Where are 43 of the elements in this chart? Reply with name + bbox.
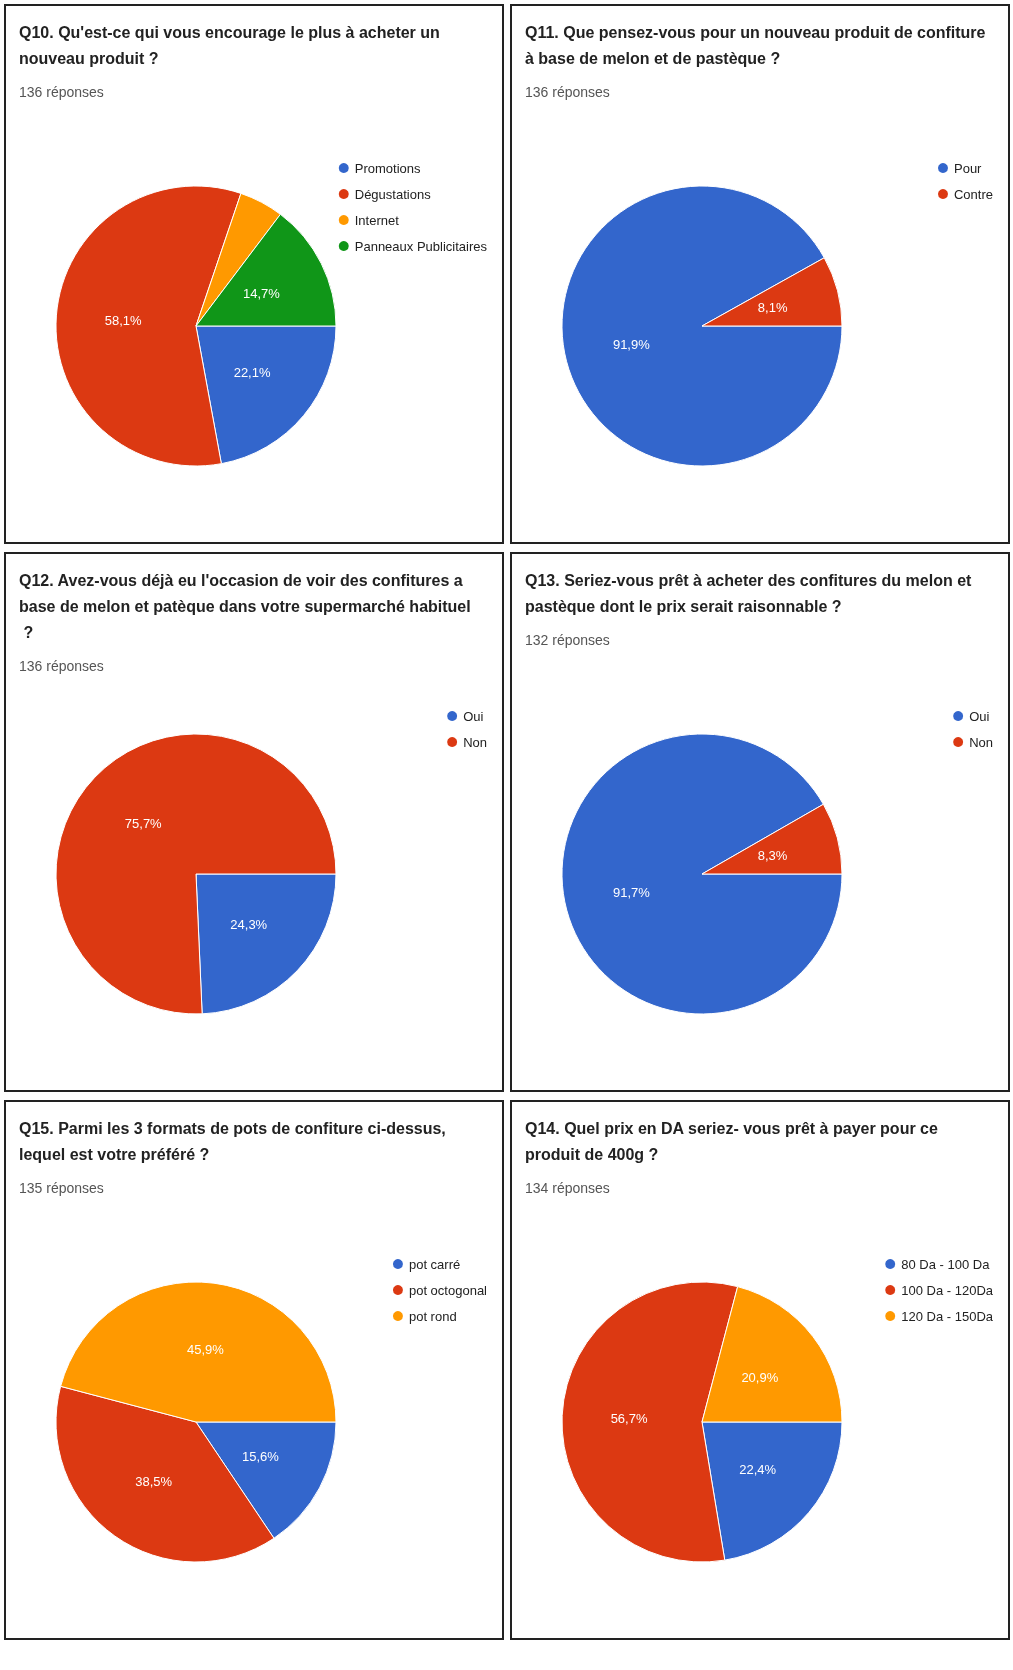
data-label: 8,3% [757, 847, 788, 863]
data-label: 45,9% [186, 1342, 225, 1358]
data-label: 75,7% [124, 816, 163, 832]
data-label: 8,1% [757, 300, 788, 316]
data-label: 15,6% [241, 1448, 280, 1464]
data-label: 56,7% [610, 1411, 648, 1427]
legend-label: 80 Da - 100 Da [901, 1256, 991, 1272]
chart-subtitle: 134 réponses [525, 1180, 610, 1196]
legend-label: pot octogonal [408, 1282, 488, 1298]
legend-label: Panneaux Publicitaires [354, 238, 488, 254]
legend-label: Contre [953, 186, 994, 202]
chart-subtitle: 136 réponses [19, 84, 104, 100]
legend-label: pot rond [408, 1308, 457, 1324]
chart-subtitle: 135 réponses [19, 1180, 104, 1196]
legend-label: 120 Da - 150Da [901, 1308, 994, 1324]
legend-label: pot carré [408, 1256, 461, 1272]
legend-label: Oui [969, 708, 990, 724]
legend-label: Promotions [354, 160, 421, 176]
legend-label: Internet [354, 212, 400, 228]
legend-label: Non [463, 734, 488, 750]
chart-subtitle: 132 réponses [525, 632, 610, 648]
data-label: 91,7% [613, 885, 651, 901]
legend-label: 100 Da - 120Da [901, 1282, 994, 1298]
data-label: 24,3% [230, 916, 268, 932]
chart-subtitle: 136 réponses [525, 84, 610, 100]
data-label: 14,7% [242, 285, 281, 301]
data-label: 58,1% [104, 313, 143, 329]
chart-title: Q13. Seriez-vous prêt à acheter des confitures du melon et pastèque dont le prix serait raisonnable ? [525, 571, 976, 615]
chart-subtitle: 136 réponses [19, 658, 104, 674]
chart-title: Q14. Quel prix en DA seriez- vous prêt à payer pour ce produit de 400g ? [525, 1119, 943, 1163]
chart-title: Q12. Avez-vous déjà eu l'occasion de voir des confitures a base de melon et patèque dans votre supermarché habituel ? [19, 571, 471, 641]
chart-title: Q11. Que pensez-vous pour un nouveau produit de confiture à base de melon et de pastèque ? [525, 23, 990, 67]
legend-label: Dégustations [354, 186, 432, 202]
legend-label: Oui [463, 708, 484, 724]
legend-label: Non [969, 734, 994, 750]
chart-title: Q10. Qu'est-ce qui vous encourage le plus à acheter un nouveau produit ? [19, 23, 445, 67]
legend-label: Pour [953, 160, 983, 176]
data-label: 20,9% [741, 1369, 779, 1385]
chart-title: Q15. Parmi les 3 formats de pots de confiture ci-dessus, lequel est votre préféré ? [19, 1119, 451, 1163]
data-label: 38,5% [135, 1473, 173, 1489]
data-label: 91,9% [612, 336, 651, 352]
data-label: 22,4% [739, 1461, 777, 1477]
data-label: 22,1% [233, 365, 271, 381]
